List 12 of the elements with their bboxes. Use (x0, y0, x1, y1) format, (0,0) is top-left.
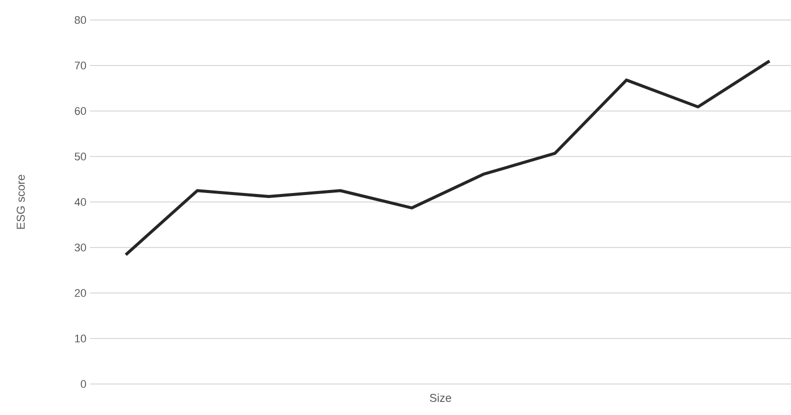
y-tick-label: 70 (74, 62, 86, 70)
y-tick-label: 20 (74, 289, 86, 297)
y-tick-label: 40 (74, 198, 86, 206)
line-series (124, 59, 772, 256)
y-tick-label: 50 (74, 152, 86, 160)
y-tick-label: 10 (75, 334, 86, 342)
x-axis-title: Size (430, 394, 452, 402)
y-tick-label: 0 (80, 380, 86, 388)
y-axis-title: ESG score (16, 174, 25, 229)
y-tick-label: 80 (74, 16, 86, 24)
y-tick-label: 30 (74, 244, 86, 252)
y-tick-label: 60 (74, 107, 86, 115)
